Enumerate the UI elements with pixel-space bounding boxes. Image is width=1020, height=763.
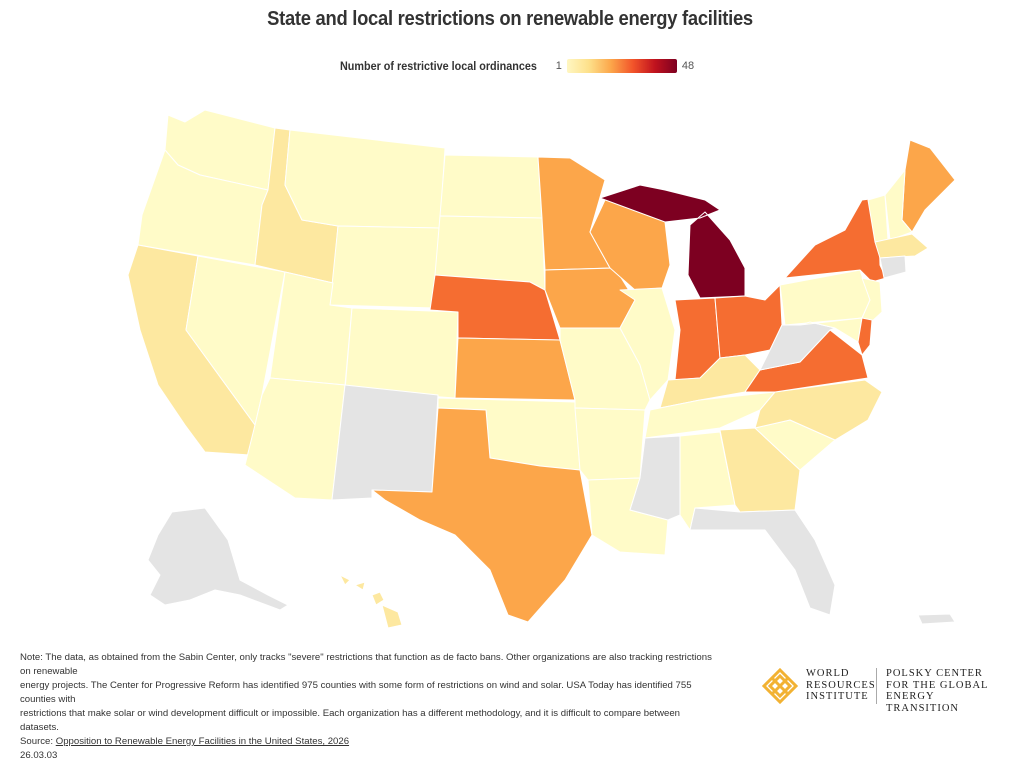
state-florida[interactable]	[689, 507, 836, 616]
wri-logo-icon	[762, 668, 798, 704]
legend-color-ramp	[566, 59, 677, 73]
state-colorado[interactable]	[344, 307, 459, 399]
state-connecticut[interactable]	[879, 255, 907, 279]
state-north-carolina[interactable]	[754, 379, 883, 441]
note-line-3: restrictions that make solar or wind dev…	[20, 708, 681, 733]
legend-label: Number of restrictive local ordinances	[340, 59, 537, 73]
state-wyoming[interactable]	[329, 225, 441, 309]
footnote: Note: The data, as obtained from the Sab…	[20, 651, 720, 763]
state-arkansas[interactable]	[574, 407, 646, 481]
state-delaware[interactable]	[857, 317, 873, 356]
state-michigan[interactable]	[599, 184, 746, 299]
legend: Number of restrictive local ordinances 1…	[340, 56, 699, 76]
state-kansas[interactable]	[454, 337, 576, 401]
note-line-1: Note: The data, as obtained from the Sab…	[20, 652, 712, 677]
state-massachusetts[interactable]	[874, 233, 929, 259]
state-illinois[interactable]	[619, 287, 676, 401]
state-new-mexico[interactable]	[331, 384, 439, 501]
note-line-2: energy projects. The Center for Progress…	[20, 680, 692, 705]
state-maine[interactable]	[901, 139, 956, 233]
territory-puerto-rico[interactable]	[917, 613, 956, 625]
state-pennsylvania[interactable]	[779, 269, 871, 326]
source-link[interactable]: Opposition to Renewable Energy Facilitie…	[55, 736, 350, 747]
state-hawaii[interactable]	[339, 574, 403, 629]
date-stamp: 26.03.03	[20, 750, 58, 761]
state-maryland[interactable]	[799, 317, 863, 343]
polsky-name: POLSKY CENTER FOR THE GLOBAL ENERGY TRAN…	[886, 668, 989, 714]
source-line: Source: Opposition to Renewable Energy F…	[20, 735, 720, 749]
us-map	[127, 109, 956, 629]
wri-name: WORLD RESOURCES INSTITUTE	[806, 668, 876, 702]
state-texas[interactable]	[371, 407, 593, 623]
state-new-hampshire[interactable]	[884, 169, 913, 241]
state-alaska[interactable]	[147, 507, 289, 611]
state-north-dakota[interactable]	[439, 154, 543, 219]
map-title: State and local restrictions on renewabl…	[267, 8, 753, 30]
logo-divider	[876, 668, 877, 704]
state-montana[interactable]	[284, 129, 446, 229]
legend-max: 48	[681, 60, 695, 72]
legend-min: 1	[555, 60, 562, 72]
partner-logos: WORLD RESOURCES INSTITUTE POLSKY CENTER …	[760, 664, 1010, 714]
source-label: Source:	[20, 736, 56, 747]
